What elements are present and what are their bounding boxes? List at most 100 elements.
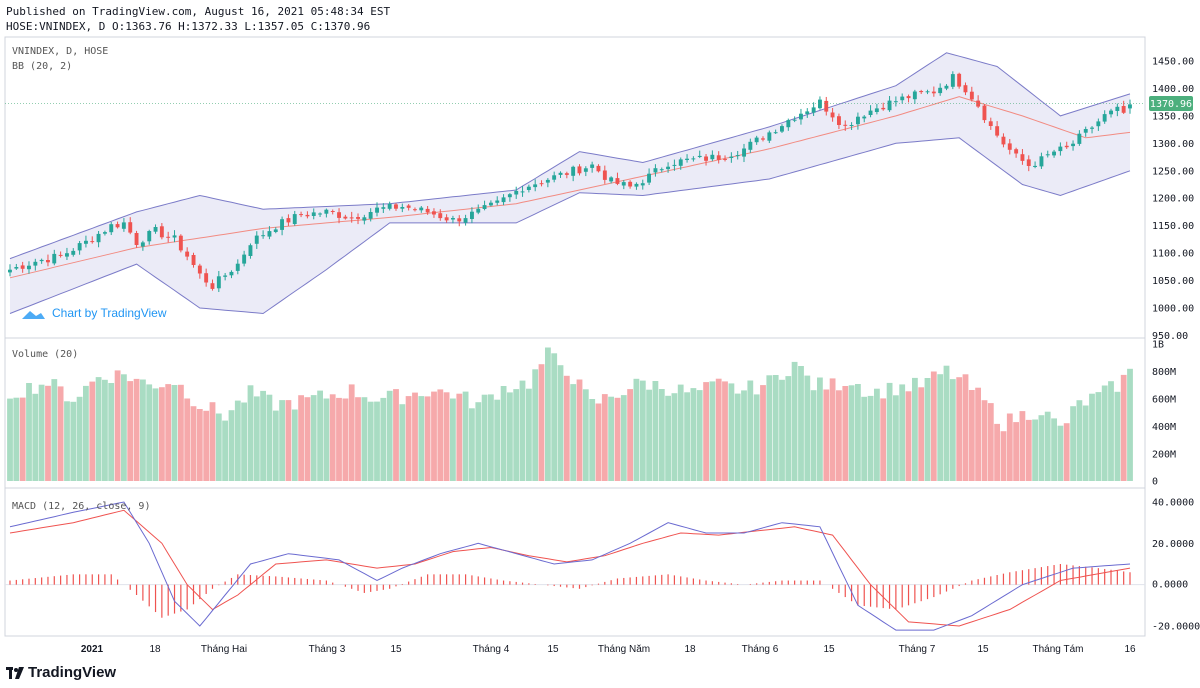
volume-bar <box>981 400 988 481</box>
candle-body <box>893 101 898 103</box>
volume-bar <box>89 381 96 481</box>
candle-body <box>438 213 443 219</box>
volume-bar <box>152 388 159 481</box>
volume-bar <box>355 397 361 481</box>
candle-body <box>318 213 322 215</box>
candle-body <box>204 273 209 283</box>
price-tick-label: 1000.00 <box>1152 304 1194 315</box>
volume-bar <box>962 374 969 481</box>
volume-bar <box>374 401 380 481</box>
candle-body <box>931 91 936 94</box>
candle-body <box>501 197 506 203</box>
volume-bar <box>734 393 741 481</box>
candle-body <box>678 159 683 166</box>
volume-bar <box>1006 413 1013 481</box>
volume-tick-label: 1B <box>1152 340 1164 351</box>
volume-bar <box>1127 368 1133 481</box>
price-tick-label: 1150.00 <box>1152 221 1194 232</box>
candle-body <box>950 74 955 87</box>
volume-bar <box>1019 411 1026 481</box>
volume-bar <box>532 369 539 481</box>
candle-body <box>305 214 310 217</box>
candle-body <box>128 222 133 233</box>
volume-bar <box>620 395 627 481</box>
volume-bar <box>399 404 406 481</box>
candle-body <box>33 261 38 266</box>
candle-body <box>166 236 171 238</box>
volume-bar <box>405 396 412 481</box>
candle-body <box>912 91 917 100</box>
candle-body <box>1039 156 1044 167</box>
volume-bar <box>184 398 191 481</box>
candle-body <box>526 186 531 190</box>
volume-bar <box>722 381 728 481</box>
bb-title: BB (20, 2) <box>12 61 72 72</box>
watermark[interactable]: Chart by TradingView <box>22 306 167 320</box>
time-tick-label: 16 <box>1124 644 1136 655</box>
volume-bar <box>1082 405 1089 481</box>
candle-body <box>273 229 278 232</box>
volume-bar <box>513 389 520 481</box>
candle-body <box>84 240 88 244</box>
candle-body <box>197 265 202 274</box>
candle-body <box>786 120 791 128</box>
volume-tick-label: 0 <box>1152 477 1158 488</box>
volume-bar <box>1013 422 1019 481</box>
candle-body <box>495 200 500 203</box>
time-tick-label: Tháng 7 <box>899 644 936 655</box>
volume-bar <box>342 398 349 481</box>
time-tick-label: 18 <box>684 644 696 655</box>
candle-body <box>969 91 974 100</box>
candle-body <box>20 265 25 269</box>
candle-body <box>140 242 145 247</box>
volume-bar <box>367 401 374 481</box>
candle-body <box>754 137 759 143</box>
candle-body <box>489 202 493 206</box>
candle-body <box>938 87 943 94</box>
candle-body <box>1020 154 1025 161</box>
candle-body <box>659 169 664 171</box>
volume-bar <box>171 385 178 481</box>
volume-bar <box>1070 406 1076 481</box>
macd-tick-label: 40.0000 <box>1152 498 1194 509</box>
candle-body <box>39 259 44 262</box>
candle-body <box>628 181 633 187</box>
volume-bar <box>545 347 551 481</box>
volume-bar <box>589 399 596 481</box>
candle-body <box>1077 133 1082 144</box>
candle-body <box>995 126 1000 136</box>
brand-logo[interactable]: TradingView <box>6 664 116 681</box>
volume-bar <box>424 396 431 481</box>
candle-body <box>1033 165 1037 167</box>
volume-bar <box>728 383 735 481</box>
candle-body <box>413 209 417 211</box>
macd-tick-label: 0.0000 <box>1152 580 1188 591</box>
volume-bar <box>196 409 203 481</box>
candle-body <box>77 243 82 251</box>
volume-bar <box>855 384 861 481</box>
candle-body <box>539 183 544 185</box>
candle-body <box>229 271 234 276</box>
candle-body <box>109 224 114 233</box>
candle-body <box>514 190 519 195</box>
tradingview-logo-icon <box>6 666 24 679</box>
volume-bar <box>690 388 697 481</box>
volume-bar <box>1063 423 1070 481</box>
candle-body <box>343 216 348 219</box>
volume-bar <box>924 378 931 481</box>
price-axis: 1450.00 1400.00 1350.00 1300.00 1250.00 1200.… <box>1152 57 1194 342</box>
candle-body <box>881 107 886 110</box>
volume-bar <box>836 390 842 481</box>
bollinger-bands <box>9 52 1131 315</box>
candle-body <box>103 232 107 234</box>
candle-body <box>856 116 860 125</box>
volume-bar <box>810 390 817 481</box>
candle-body <box>185 251 190 257</box>
watermark-text: Chart by TradingView <box>52 306 167 320</box>
volume-bar <box>880 398 887 481</box>
candle-body <box>767 132 772 141</box>
volume-bar <box>633 378 640 481</box>
candle-body <box>134 233 139 245</box>
candle-body <box>463 218 468 223</box>
